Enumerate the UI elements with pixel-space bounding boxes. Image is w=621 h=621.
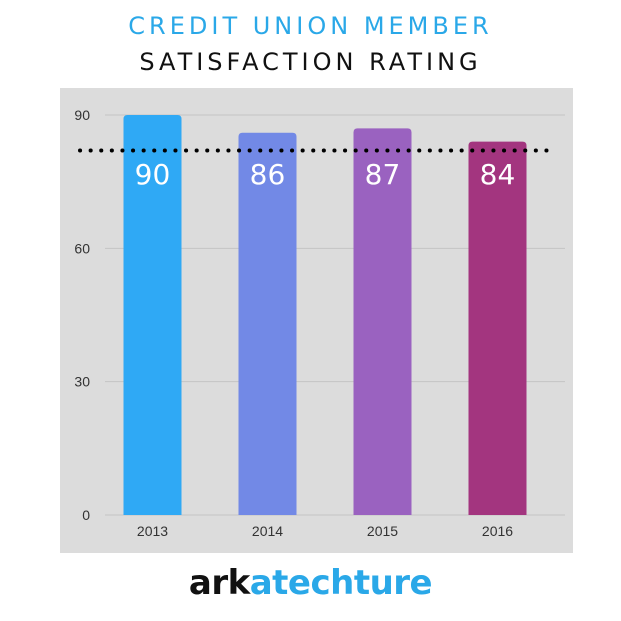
bar-chart: 0 30 60 90 90 86 87 84 2013 2014 2015 2016	[60, 88, 573, 553]
bar-data-label: 90	[135, 158, 171, 191]
bar-data-label: 86	[250, 158, 286, 191]
x-tick-label: 2014	[252, 523, 283, 539]
y-tick-label: 90	[74, 107, 90, 123]
bar	[123, 115, 182, 515]
x-tick-label: 2013	[137, 523, 168, 539]
title-line-2: SATISFACTION RATING	[139, 48, 482, 76]
bar	[353, 128, 412, 516]
logo-part-1: ark	[188, 563, 250, 603]
y-tick-label: 60	[74, 240, 90, 256]
x-tick-label: 2015	[367, 523, 398, 539]
y-tick-label: 30	[74, 374, 90, 390]
y-tick-label: 0	[82, 507, 90, 523]
brand-logo: arkatechture	[0, 563, 621, 603]
bar	[468, 141, 527, 515]
bar-data-label: 84	[480, 158, 516, 191]
bar	[238, 132, 297, 515]
title-line-1: CREDIT UNION MEMBER	[128, 12, 493, 40]
bars: 90 86 87 84	[123, 115, 527, 516]
y-axis-ticks: 0 30 60 90	[74, 107, 90, 523]
x-axis-ticks: 2013 2014 2015 2016	[137, 523, 513, 539]
x-tick-label: 2016	[482, 523, 513, 539]
bar-data-label: 87	[365, 158, 401, 191]
logo-part-2: atechture	[249, 563, 433, 603]
